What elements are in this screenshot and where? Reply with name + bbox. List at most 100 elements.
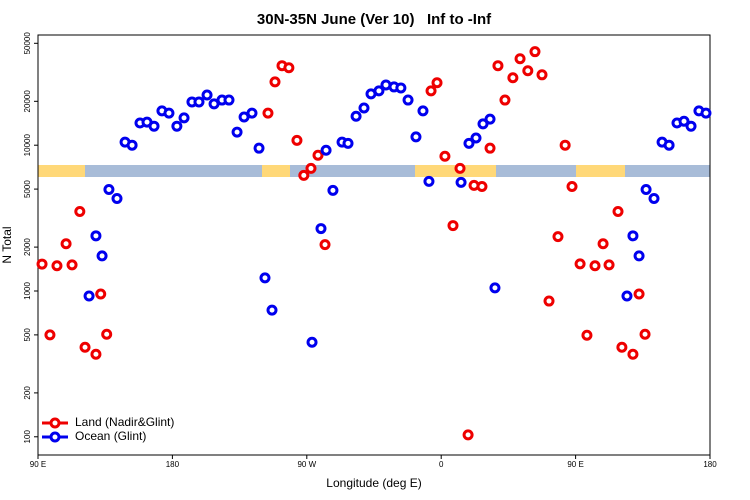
- legend-label: Land (Nadir&Glint): [75, 415, 174, 429]
- data-point: [103, 183, 115, 195]
- x-tick-label: 90 W: [297, 460, 316, 469]
- data-point: [101, 328, 113, 340]
- data-point: [603, 259, 615, 271]
- data-point: [319, 239, 331, 251]
- data-point: [425, 85, 437, 97]
- data-point: [543, 295, 555, 307]
- data-point: [633, 250, 645, 262]
- data-point: [581, 329, 593, 341]
- data-point: [597, 238, 609, 250]
- data-point: [566, 180, 578, 192]
- data-point: [640, 183, 652, 195]
- legend-label: Ocean (Glint): [75, 429, 146, 443]
- data-point: [178, 112, 190, 124]
- data-point: [477, 118, 489, 130]
- data-point: [514, 53, 526, 65]
- data-point: [79, 341, 91, 353]
- data-point: [447, 220, 459, 232]
- data-point: [621, 290, 633, 302]
- data-point: [283, 62, 295, 74]
- data-point: [552, 231, 564, 243]
- data-point: [455, 176, 467, 188]
- data-point: [663, 139, 675, 151]
- data-point: [90, 348, 102, 360]
- land-band: [576, 165, 625, 177]
- data-point: [74, 205, 86, 217]
- data-point: [223, 94, 235, 106]
- data-point: [529, 46, 541, 58]
- data-point: [536, 69, 548, 81]
- data-point: [66, 259, 78, 271]
- data-point: [342, 137, 354, 149]
- data-point: [559, 139, 571, 151]
- data-point: [358, 102, 370, 114]
- data-point: [685, 120, 697, 132]
- y-axis-label: N Total: [0, 226, 14, 263]
- data-point: [678, 115, 690, 127]
- data-point: [395, 82, 407, 94]
- data-point: [499, 94, 511, 106]
- y-tick-label: 50000: [23, 32, 32, 55]
- data-point: [574, 258, 586, 270]
- y-tick-label: 200: [23, 386, 32, 400]
- data-point: [639, 328, 651, 340]
- data-point: [60, 238, 72, 250]
- y-tick-label: 500: [23, 328, 32, 342]
- data-point: [96, 250, 108, 262]
- land-mask-band: [38, 165, 710, 177]
- data-point: [350, 110, 362, 122]
- y-tick-label: 20000: [23, 90, 32, 113]
- data-point: [95, 288, 107, 300]
- data-point: [51, 260, 63, 272]
- data-point: [231, 126, 243, 138]
- data-point: [439, 150, 451, 162]
- data-point: [327, 184, 339, 196]
- x-tick-label: 180: [166, 460, 180, 469]
- data-point: [402, 94, 414, 106]
- data-point: [259, 272, 271, 284]
- data-point: [320, 144, 332, 156]
- data-point: [262, 107, 274, 119]
- x-tick-label: 180: [703, 460, 717, 469]
- data-point: [90, 230, 102, 242]
- data-point: [648, 192, 660, 204]
- data-point: [470, 132, 482, 144]
- data-point: [148, 120, 160, 132]
- data-point: [700, 107, 712, 119]
- data-point: [266, 304, 278, 316]
- data-point: [489, 282, 501, 294]
- x-axis-label: Longitude (deg E): [326, 476, 421, 490]
- data-point: [410, 131, 422, 143]
- data-point: [201, 89, 213, 101]
- data-point: [126, 139, 138, 151]
- data-point: [463, 137, 475, 149]
- data-point: [616, 341, 628, 353]
- data-point: [253, 142, 265, 154]
- data-point: [431, 77, 443, 89]
- land-band: [262, 165, 290, 177]
- data-point: [83, 290, 95, 302]
- y-tick-label: 1000: [23, 282, 32, 300]
- data-point: [627, 348, 639, 360]
- data-point: [306, 336, 318, 348]
- y-tick-label: 100: [23, 430, 32, 444]
- data-point: [627, 230, 639, 242]
- ocean-band: [38, 165, 710, 177]
- x-tick-label: 90 E: [567, 460, 583, 469]
- data-point: [423, 175, 435, 187]
- land-band: [38, 165, 85, 177]
- legend-marker: [49, 431, 61, 443]
- data-point: [111, 192, 123, 204]
- data-point: [484, 142, 496, 154]
- data-point: [522, 65, 534, 77]
- data-point: [507, 72, 519, 84]
- chart-title: 30N-35N June (Ver 10) Inf to -Inf: [257, 11, 492, 28]
- data-point: [633, 288, 645, 300]
- data-point: [269, 76, 281, 88]
- data-point: [417, 105, 429, 117]
- data-point: [44, 329, 56, 341]
- data-point: [238, 111, 250, 123]
- y-tick-label: 5000: [23, 180, 32, 198]
- data-point: [305, 162, 317, 174]
